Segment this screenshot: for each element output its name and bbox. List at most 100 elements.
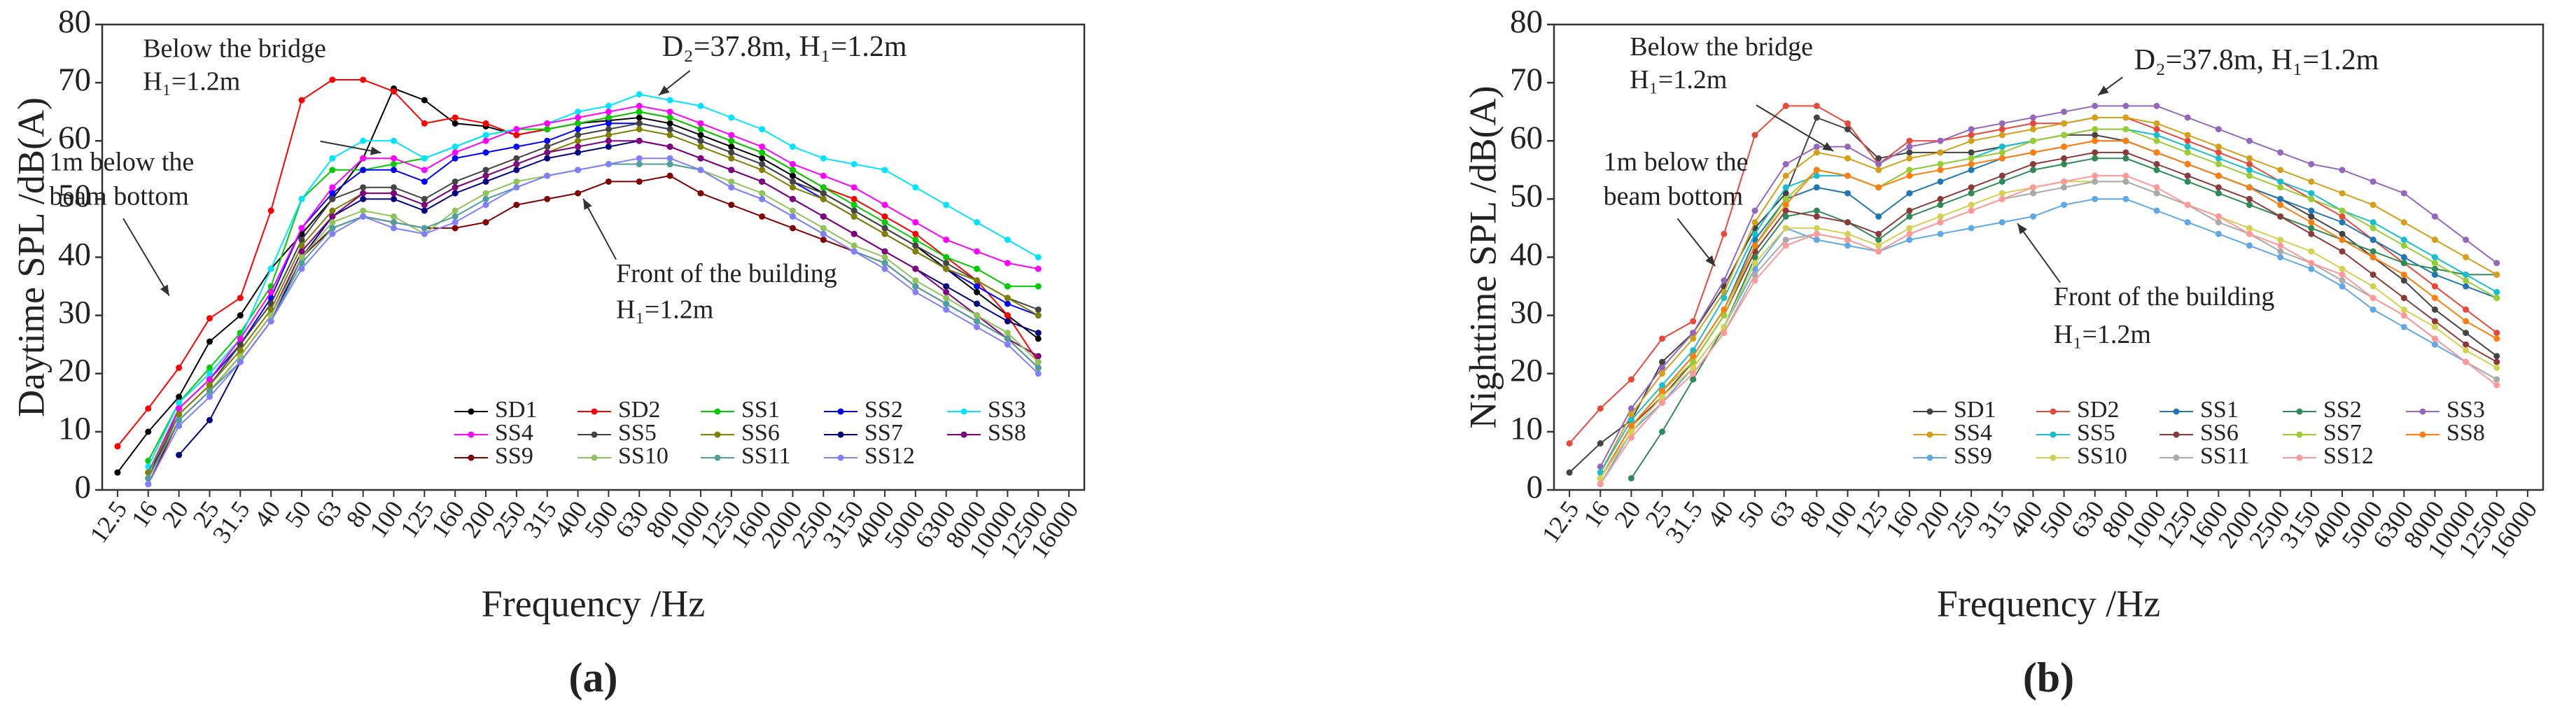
data-point: [2246, 202, 2253, 209]
data-point: [943, 306, 950, 313]
data-point: [2061, 132, 2068, 139]
data-point: [2370, 178, 2376, 185]
data-point: [391, 161, 398, 167]
data-point: [329, 184, 336, 191]
data-point: [2061, 178, 2068, 185]
data-point: [2153, 184, 2160, 191]
legend-label: SS7: [864, 420, 903, 446]
data-point: [2246, 137, 2253, 144]
data-point: [1628, 376, 1634, 383]
series-line: [1600, 198, 2498, 485]
data-point: [2215, 230, 2222, 237]
data-point: [2370, 219, 2376, 226]
data-point: [1628, 423, 1634, 430]
data-point: [2277, 178, 2284, 185]
data-point: [2029, 149, 2036, 156]
x-tick-label: 31.5: [1660, 496, 1708, 548]
data-point: [513, 167, 520, 174]
data-point: [2029, 120, 2036, 127]
data-point: [1597, 475, 1604, 482]
data-point: [1875, 167, 1882, 174]
data-point: [912, 242, 919, 249]
legend-label: SS8: [988, 420, 1026, 446]
data-point: [2246, 172, 2253, 179]
data-point: [974, 277, 981, 284]
data-point: [176, 405, 183, 412]
y-tick-label: 60: [58, 120, 91, 156]
legend-marker: [714, 408, 721, 415]
data-point: [2400, 271, 2407, 278]
data-point: [1004, 295, 1011, 302]
data-point: [575, 149, 582, 156]
data-point: [1906, 213, 1913, 220]
data-point: [2463, 318, 2470, 325]
data-point: [2277, 213, 2284, 220]
data-point: [1875, 248, 1882, 255]
data-point: [2215, 143, 2222, 150]
data-point: [2029, 167, 2036, 174]
data-point: [2153, 137, 2160, 144]
data-point: [2029, 213, 2036, 220]
data-point: [1751, 242, 1758, 249]
data-point: [482, 149, 489, 156]
legend-label: SS6: [741, 420, 780, 446]
annotation: D₂=37.8m, H₁=1.2m: [2134, 44, 2379, 76]
annotation: beam bottom: [49, 182, 188, 211]
data-point: [666, 155, 673, 162]
data-point: [2463, 358, 2470, 365]
data-point: [513, 202, 520, 209]
series-line: [147, 111, 1039, 461]
data-point: [2339, 207, 2346, 214]
data-point: [2431, 271, 2438, 278]
data-point: [298, 225, 305, 232]
data-point: [2339, 271, 2346, 278]
data-point: [2061, 161, 2068, 167]
data-point: [2431, 341, 2438, 348]
data-point: [850, 207, 858, 214]
y-tick-label: 10: [1510, 411, 1543, 447]
data-point: [1968, 225, 1975, 232]
data-point: [636, 108, 643, 115]
y-tick-label: 10: [58, 411, 91, 447]
data-point: [513, 184, 520, 191]
data-point: [421, 178, 428, 185]
data-point: [850, 242, 858, 249]
data-point: [820, 213, 827, 220]
data-point: [421, 120, 428, 127]
data-point: [298, 248, 305, 255]
annotation-arrow: [2017, 223, 2061, 283]
data-point: [329, 225, 336, 232]
data-point: [2061, 202, 2068, 209]
data-point: [2308, 213, 2315, 220]
data-point: [2339, 230, 2346, 237]
legend-marker: [2419, 431, 2426, 438]
data-point: [1937, 202, 1944, 209]
data-point: [1721, 306, 1728, 313]
data-point: [391, 167, 398, 174]
data-point: [1721, 295, 1728, 302]
data-point: [697, 132, 704, 139]
data-point: [575, 126, 582, 133]
data-point: [1659, 388, 1666, 395]
data-point: [2092, 195, 2099, 202]
data-point: [943, 254, 950, 260]
data-point: [2122, 172, 2129, 179]
data-point: [1906, 237, 1913, 244]
data-point: [943, 202, 950, 209]
series-line: [147, 140, 1039, 479]
data-point: [605, 137, 612, 144]
data-point: [636, 120, 643, 127]
data-point: [2463, 254, 2470, 260]
data-point: [666, 114, 673, 121]
legend-label: SD1: [495, 397, 537, 423]
data-point: [789, 172, 796, 179]
data-point: [451, 225, 458, 232]
data-point: [2092, 178, 2099, 185]
data-point: [298, 237, 305, 244]
legend-marker: [468, 454, 475, 461]
data-point: [2308, 207, 2315, 214]
data-point: [2246, 242, 2253, 249]
data-point: [759, 167, 766, 174]
data-point: [421, 207, 428, 214]
data-point: [2029, 190, 2036, 197]
